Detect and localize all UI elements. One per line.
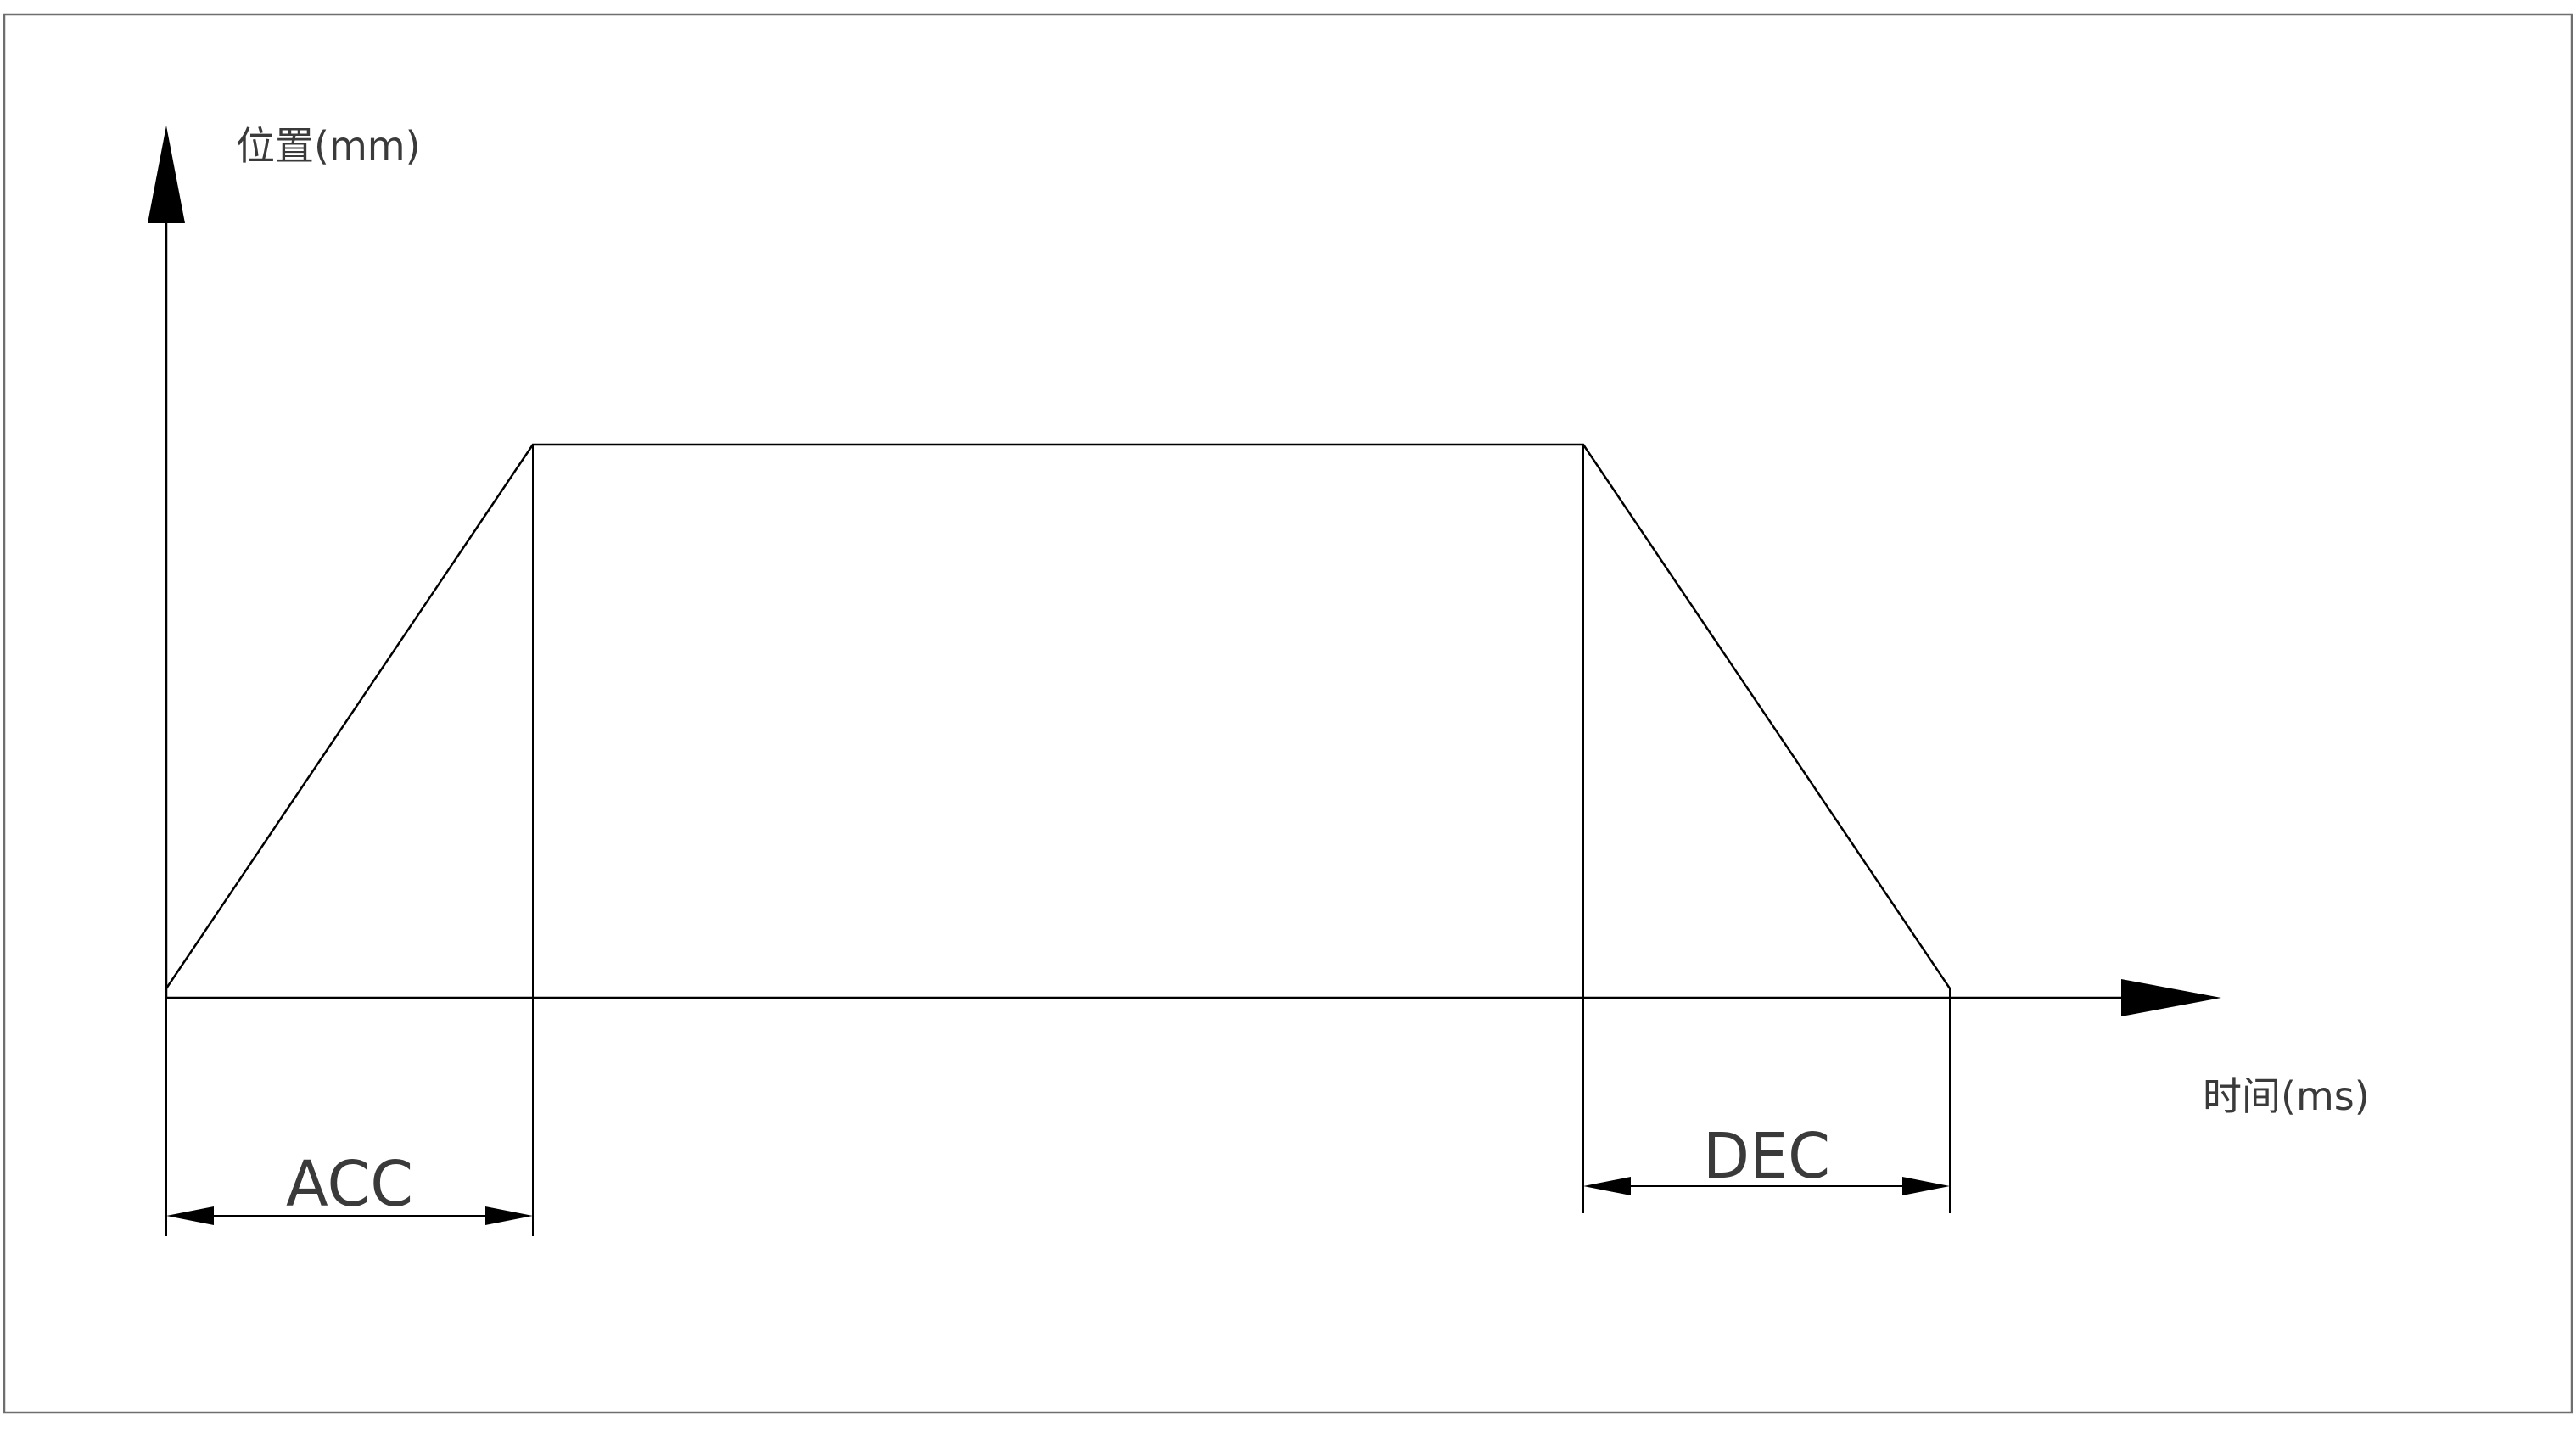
dec-left-arrowhead	[1583, 1177, 1631, 1195]
acc-label: ACC	[286, 1148, 413, 1221]
dec-dimension: DEC	[1583, 1120, 1950, 1195]
x-axis-label: 时间(ms)	[2203, 1073, 2370, 1119]
drawing-frame	[3, 13, 2573, 1414]
acc-dimension: ACC	[166, 1148, 533, 1225]
acc-right-arrowhead	[485, 1206, 533, 1225]
y-axis-arrowhead	[148, 126, 185, 223]
dec-label: DEC	[1703, 1120, 1830, 1193]
dec-right-arrowhead	[1902, 1177, 1950, 1195]
y-axis-label: 位置(mm)	[236, 123, 421, 169]
motion-profile-curve	[165, 443, 1952, 989]
x-axis-arrowhead	[2121, 979, 2221, 1016]
acc-left-arrowhead	[166, 1206, 214, 1225]
